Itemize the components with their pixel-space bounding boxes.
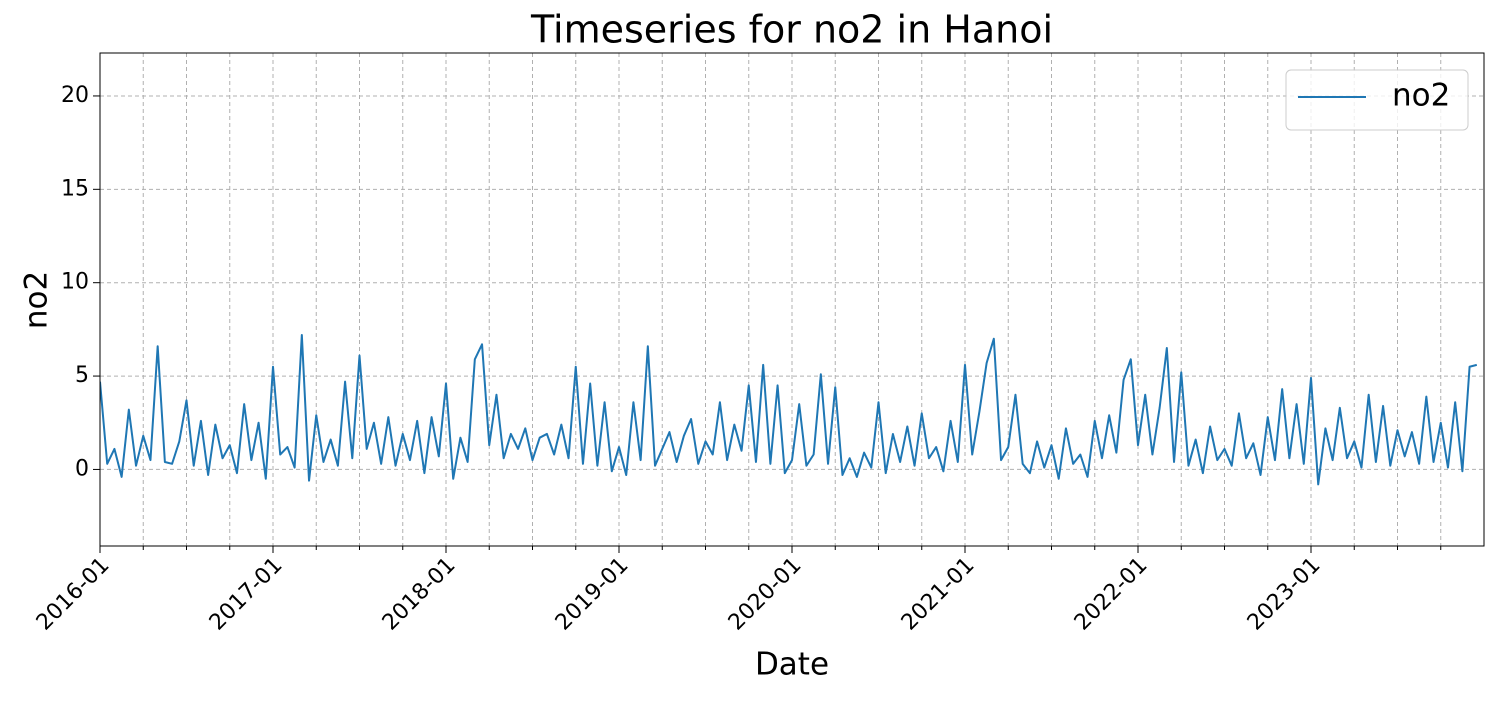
x-axis-label: Date (755, 647, 829, 683)
plot-frame (99, 52, 1485, 547)
chart-title: Timeseries for no2 in Hanoi (530, 8, 1053, 52)
y-axis-label: no2 (19, 271, 55, 329)
y-tick-label: 0 (75, 456, 89, 481)
y-tick-label: 10 (61, 270, 89, 295)
legend-box (1285, 69, 1469, 131)
y-tick-label: 20 (61, 83, 89, 108)
y-tick-label: 15 (61, 176, 89, 201)
y-tick-label: 5 (75, 363, 89, 388)
data-line (100, 333, 1478, 486)
legend-label: no2 (1392, 78, 1450, 114)
